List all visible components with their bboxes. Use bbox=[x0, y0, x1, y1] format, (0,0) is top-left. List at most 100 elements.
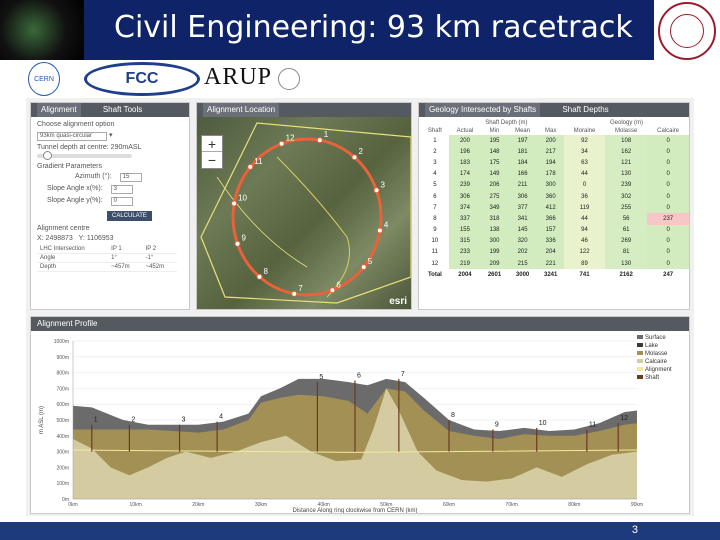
satellite-map[interactable]: 12 1 2 3 4 5 6 7 8 9 10 11 + − esri bbox=[197, 117, 411, 309]
centre-x-value: X: 2498873 bbox=[37, 235, 73, 242]
y-tick-label: 200m bbox=[56, 465, 69, 471]
shaft-marker[interactable] bbox=[376, 227, 383, 234]
table-cell: 196 bbox=[448, 146, 482, 158]
column-header[interactable]: Molasse bbox=[615, 128, 638, 134]
arup-mark-icon bbox=[278, 68, 300, 90]
table-cell: 4 bbox=[421, 168, 449, 180]
y-tick-label: 300m bbox=[56, 450, 69, 456]
slope-y-input[interactable]: 0 bbox=[110, 197, 133, 206]
column-header[interactable]: Max bbox=[544, 128, 557, 134]
tab-shaft-depths[interactable]: Shaft Depths bbox=[562, 105, 609, 114]
legend-label: Alignment bbox=[645, 367, 672, 373]
table-cell: 306 bbox=[507, 190, 538, 203]
table-cell: 194 bbox=[537, 157, 564, 169]
alignment-ring[interactable] bbox=[231, 137, 383, 297]
table-cell: 148 bbox=[481, 146, 508, 158]
alignment-option-select[interactable]: 93km quasi-circular bbox=[37, 132, 107, 141]
calculate-button[interactable]: CALCULATE bbox=[107, 211, 152, 221]
tab-alignment-location[interactable]: Alignment Location bbox=[203, 103, 280, 117]
table-cell: 61 bbox=[605, 224, 648, 236]
table-cell: 7 bbox=[421, 202, 449, 214]
shaft-label: 12 bbox=[286, 134, 295, 143]
column-header[interactable]: Shaft bbox=[427, 128, 442, 134]
shaft-marker[interactable] bbox=[231, 200, 238, 207]
table-cell: 8 bbox=[421, 213, 449, 225]
slope-x-input[interactable]: 3 bbox=[110, 185, 133, 194]
tab-geology-intersected[interactable]: Geology Intersected by Shafts bbox=[425, 103, 541, 117]
total-cell: 2004 bbox=[448, 269, 482, 281]
shaft-marker[interactable] bbox=[256, 273, 263, 280]
table-cell: 360 bbox=[537, 190, 564, 203]
esri-attribution[interactable]: esri bbox=[389, 296, 407, 307]
tab-alignment[interactable]: Alignment bbox=[37, 103, 81, 117]
table-cell: 130 bbox=[605, 168, 648, 180]
table-cell: 46 bbox=[563, 235, 606, 247]
slide-header: Civil Engineering: 93 km racetrack bbox=[0, 0, 720, 60]
university-seal-icon bbox=[658, 2, 716, 60]
x-tick-label: 0km bbox=[68, 502, 77, 508]
shaft-marker[interactable] bbox=[316, 137, 323, 144]
table-cell: 0 bbox=[647, 157, 689, 169]
x-tick-label: 20km bbox=[192, 502, 204, 508]
zoom-out-button[interactable]: − bbox=[207, 152, 217, 168]
table-cell: 2 bbox=[421, 146, 449, 158]
shaft-label: 7 bbox=[298, 284, 303, 293]
shaft-number-label: 8 bbox=[451, 412, 455, 419]
shaft-marker[interactable] bbox=[351, 154, 358, 161]
shaft-number-label: 3 bbox=[182, 417, 186, 424]
table-row: 1 200 195 197 200 92 108 0 bbox=[421, 135, 689, 147]
tab-shaft-tools[interactable]: Shaft Tools bbox=[102, 105, 143, 114]
table-cell: 197 bbox=[507, 135, 538, 147]
table-cell: 233 bbox=[448, 246, 482, 259]
shaft-number-label: 4 bbox=[219, 414, 223, 421]
table-cell: 195 bbox=[481, 135, 508, 147]
table-cell: 145 bbox=[507, 224, 538, 236]
shaft-label: 5 bbox=[368, 257, 373, 266]
shaft-marker[interactable] bbox=[291, 290, 298, 297]
geology-panel: Geology Intersected by Shafts Shaft Dept… bbox=[418, 102, 690, 310]
y-tick-label: 500m bbox=[56, 418, 69, 424]
table-cell: 1 bbox=[421, 135, 449, 147]
tunnel-depth-slider[interactable] bbox=[37, 151, 132, 160]
table-cell: 0 bbox=[647, 179, 689, 191]
slider-thumb[interactable] bbox=[43, 151, 52, 160]
legend-label: Calcaire bbox=[645, 359, 668, 365]
table-row: 6 306 275 306 360 36 302 0 bbox=[421, 190, 689, 203]
table-cell: 6 bbox=[421, 190, 449, 203]
table-cell: 306 bbox=[448, 190, 482, 203]
shaft-marker[interactable] bbox=[247, 163, 254, 170]
shaft-marker[interactable] bbox=[329, 287, 336, 294]
zoom-in-button[interactable]: + bbox=[202, 136, 222, 152]
table-cell: 349 bbox=[481, 202, 508, 214]
shaft-marker[interactable] bbox=[373, 187, 380, 194]
table-cell: 0 bbox=[647, 168, 689, 180]
shaft-marker[interactable] bbox=[360, 264, 367, 271]
calcaire-layer bbox=[73, 388, 637, 499]
shaft-label: 8 bbox=[263, 267, 268, 276]
y-tick-label: 900m bbox=[56, 355, 69, 361]
x-tick-label: 70km bbox=[506, 502, 518, 508]
legend-label: Molasse bbox=[645, 351, 668, 357]
column-header[interactable]: Mean bbox=[515, 128, 531, 134]
map-panel-header: Alignment Location bbox=[197, 103, 411, 117]
table-cell: 12 bbox=[421, 258, 449, 270]
column-header[interactable]: Min bbox=[489, 128, 500, 134]
lhc-intersection-table: LHC Intersection IP 1 IP 2 Angle 1° -1° … bbox=[37, 245, 177, 272]
x-tick-label: 40km bbox=[318, 502, 330, 508]
group-header-blank bbox=[421, 119, 449, 127]
table-cell: 130 bbox=[605, 258, 648, 270]
total-cell: 741 bbox=[563, 269, 606, 281]
shaft-label: 10 bbox=[238, 194, 247, 203]
table-cell: 374 bbox=[448, 202, 482, 214]
table-cell: 239 bbox=[448, 179, 482, 191]
alignment-profile-panel: Alignment Profile 1000m 900m 800m 700m 600m 5… bbox=[30, 316, 690, 514]
shaft-marker[interactable] bbox=[278, 140, 285, 147]
column-header[interactable]: Moraine bbox=[573, 128, 596, 134]
column-header[interactable]: Actual bbox=[456, 128, 474, 134]
slope-y-label: Slope Angle y(%): bbox=[47, 197, 103, 204]
shaft-marker[interactable] bbox=[234, 240, 241, 247]
azimuth-input[interactable]: 15 bbox=[119, 173, 142, 182]
table-cell: 199 bbox=[481, 246, 508, 259]
column-header[interactable]: Calcaire bbox=[657, 128, 680, 134]
